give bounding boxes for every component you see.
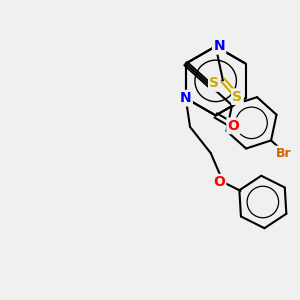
Text: S: S xyxy=(232,90,242,104)
Text: O: O xyxy=(213,175,225,189)
Text: Br: Br xyxy=(276,147,291,160)
Text: N: N xyxy=(213,39,225,53)
Text: S: S xyxy=(209,76,219,90)
Text: N: N xyxy=(180,91,191,105)
Text: O: O xyxy=(228,119,240,133)
